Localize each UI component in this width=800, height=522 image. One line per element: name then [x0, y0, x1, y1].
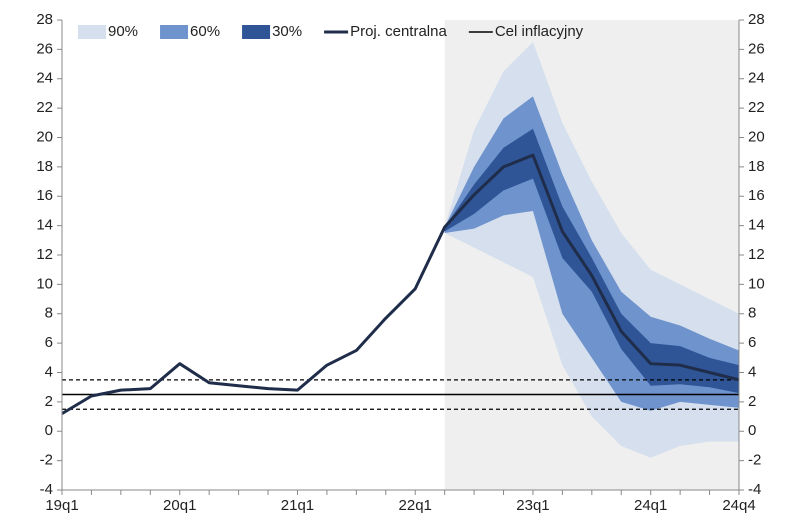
y-tick-label: 8	[45, 305, 53, 322]
y2-tick-label: 4	[748, 363, 756, 380]
y-tick-label: 20	[36, 128, 53, 145]
y2-tick-label: 2	[748, 393, 756, 410]
fan-band	[444, 128, 739, 394]
y2-tick-label: 28	[748, 11, 765, 28]
y-tick-label: -4	[40, 481, 53, 498]
y-tick-label: 16	[36, 187, 53, 204]
y2-tick-label: 22	[748, 99, 765, 116]
y-tick-label: 10	[36, 275, 53, 292]
legend-label: 30%	[272, 23, 302, 40]
legend-swatch	[78, 25, 106, 39]
x-tick-label: 21q1	[281, 497, 314, 514]
y-tick-label: 12	[36, 246, 53, 263]
y-tick-label: 4	[45, 363, 53, 380]
y-tick-label: 14	[36, 217, 53, 234]
y2-tick-label: 20	[748, 128, 765, 145]
legend-swatch	[242, 25, 271, 39]
y-tick-label: 2	[45, 393, 53, 410]
central-line	[61, 153, 740, 415]
legend-label: Cel inflacyjny	[495, 23, 584, 40]
y-tick-label: 22	[36, 99, 53, 116]
x-tick-label: 22q1	[399, 497, 432, 514]
y-tick-label: 28	[36, 11, 53, 28]
y2-tick-label: 6	[748, 334, 756, 351]
y-tick-label: 26	[36, 40, 53, 57]
y-tick-label: 0	[45, 422, 53, 439]
x-tick-label: 20q1	[163, 497, 196, 514]
y2-tick-label: -2	[748, 452, 761, 469]
y2-tick-label: 8	[748, 305, 756, 322]
y2-tick-label: 0	[748, 422, 756, 439]
y2-tick-label: 18	[748, 158, 765, 175]
legend-label: Proj. centralna	[350, 23, 447, 40]
legend-label: 90%	[108, 23, 138, 40]
y2-tick-label: -4	[748, 481, 761, 498]
y2-tick-label: 10	[748, 275, 765, 292]
x-tick-label: 19q1	[45, 497, 78, 514]
y2-tick-label: 26	[748, 40, 765, 57]
y2-tick-label: 12	[748, 246, 765, 263]
y-tick-label: 24	[36, 70, 53, 87]
legend-swatch	[160, 25, 189, 39]
y-tick-label: 18	[36, 158, 53, 175]
x-tick-label: 24q1	[634, 497, 667, 514]
y2-tick-label: 14	[748, 217, 765, 234]
y-tick-label: -2	[40, 452, 53, 469]
y2-tick-label: 16	[748, 187, 765, 204]
x-tick-label: 23q1	[516, 497, 549, 514]
y2-tick-label: 24	[748, 70, 765, 87]
x-tick-label: 24q4	[722, 497, 755, 514]
y-tick-label: 6	[45, 334, 53, 351]
legend-label: 60%	[190, 23, 220, 40]
